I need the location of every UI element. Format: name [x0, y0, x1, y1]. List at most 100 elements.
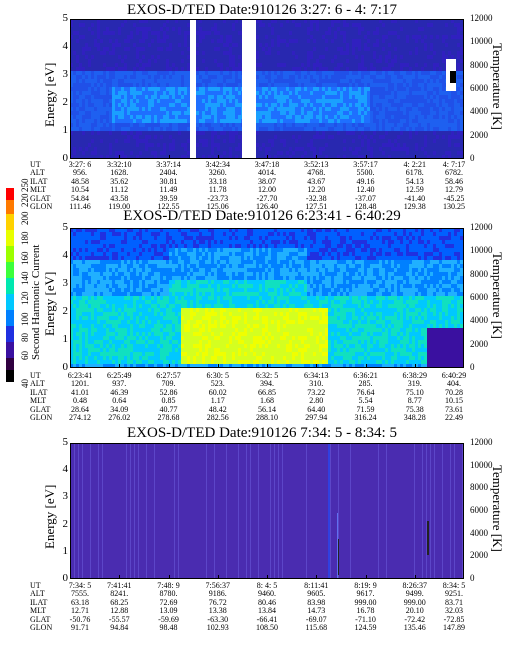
spectrogram-cell	[403, 55, 406, 59]
spectrogram-cell	[157, 103, 160, 107]
spectrogram-cell	[355, 119, 358, 123]
spectrogram-cell	[310, 151, 313, 155]
spectrogram-cell	[76, 264, 79, 268]
spectrogram-cell	[226, 71, 229, 75]
spectrogram-cell	[439, 39, 442, 43]
spectrogram-cell	[454, 123, 457, 127]
spectrogram-cell	[442, 39, 445, 43]
spectrogram-cell	[259, 123, 262, 127]
spectrogram-cell	[268, 155, 271, 159]
spectrogram-cell	[91, 71, 94, 75]
spectrogram-cell	[283, 107, 286, 111]
spectrogram-cell	[154, 99, 157, 103]
spectrogram-cell	[169, 143, 172, 147]
spectrogram-cell	[70, 340, 73, 344]
spectrogram-cell	[463, 67, 464, 71]
spectrogram-cell	[319, 43, 322, 47]
spectrogram-cell	[397, 87, 400, 91]
spectrogram-cell	[463, 135, 464, 139]
spectrogram-cell	[283, 119, 286, 123]
spectrogram-cell	[424, 119, 427, 123]
spectrogram-cell	[328, 151, 331, 155]
spectrogram-cell	[361, 47, 364, 51]
spectrogram-cell	[442, 115, 445, 119]
spectrogram-cell	[145, 63, 148, 67]
spectrogram-cell	[160, 123, 163, 127]
spectrogram-cell	[154, 127, 157, 131]
spectrogram-cell	[274, 103, 277, 107]
spectrogram-cell	[85, 292, 88, 296]
spectrogram-cell	[133, 39, 136, 43]
spectrogram-cell	[367, 43, 370, 47]
spectrogram-cell	[316, 143, 319, 147]
spectrogram-cell	[328, 39, 331, 43]
spectrogram-cell	[394, 79, 397, 83]
spectrogram-cell	[82, 143, 85, 147]
spectrogram-cell	[442, 143, 445, 147]
spectrogram-cell	[421, 79, 424, 83]
spectrogram-cell	[262, 143, 265, 147]
y-tick-label: 4	[62, 40, 69, 52]
spectrogram-cell	[259, 19, 262, 23]
spectrogram-cell	[439, 67, 442, 71]
spectrogram-cell	[337, 111, 340, 115]
spectrogram-cell	[367, 67, 370, 71]
spectrogram-cell	[298, 79, 301, 83]
spectrogram-cell	[142, 51, 145, 55]
spectrogram-cell	[70, 268, 73, 272]
spectrogram-cell	[355, 139, 358, 143]
spectrogram-cell	[346, 131, 349, 135]
spectrogram-cell	[319, 39, 322, 43]
spectrogram-cell	[319, 51, 322, 55]
spectrogram-cell	[79, 91, 82, 95]
spectrogram-cell	[310, 119, 313, 123]
spectrogram-cell	[277, 139, 280, 143]
spectrogram-cell	[199, 47, 202, 51]
spectrogram-cell	[340, 119, 343, 123]
spectrogram-cell	[367, 99, 370, 103]
spectrogram-cell	[457, 55, 460, 59]
spectrogram-cell	[289, 59, 292, 63]
spectrogram-cell	[238, 151, 241, 155]
spectrogram-cell	[400, 135, 403, 139]
spectrogram-cell	[154, 139, 157, 143]
spectrogram-cell	[367, 31, 370, 35]
spectrogram-cell	[406, 107, 409, 111]
spectrogram-cell	[82, 115, 85, 119]
spectrogram-cell	[304, 55, 307, 59]
spectrogram-cell	[367, 103, 370, 107]
spectrogram-cell	[91, 51, 94, 55]
spectrogram-cell	[127, 123, 130, 127]
spectrogram-cell	[151, 127, 154, 131]
spectrogram-cell	[433, 139, 436, 143]
spectrogram-cell	[181, 107, 184, 111]
spectrogram-cell	[334, 87, 337, 91]
spectrogram-cell	[445, 127, 448, 131]
spectrogram-cell	[280, 151, 283, 155]
spectrogram-cell	[424, 111, 427, 115]
spectrogram-cell	[136, 35, 139, 39]
spectrogram-cell	[121, 71, 124, 75]
spectrogram-cell	[376, 127, 379, 131]
spectrogram-cell	[163, 79, 166, 83]
spectrogram-cell	[325, 151, 328, 155]
spectrogram-cell	[88, 143, 91, 147]
spectrogram-cell	[340, 75, 343, 79]
spectrogram-cell	[358, 35, 361, 39]
spectrogram-cell	[199, 79, 202, 83]
spectrogram-cell	[301, 27, 304, 31]
spectrogram-cell	[238, 115, 241, 119]
spectrogram-cell	[463, 75, 464, 79]
spectrogram-cell	[379, 127, 382, 131]
spectrogram-cell	[346, 31, 349, 35]
spectrogram-cell	[187, 95, 190, 99]
spectrogram-cell	[442, 79, 445, 83]
spectrogram-cell	[220, 103, 223, 107]
spectrogram-cell	[331, 71, 334, 75]
spectrogram-cell	[379, 119, 382, 123]
spectrogram-cell	[424, 63, 427, 67]
spectrogram-cell	[427, 135, 430, 139]
spectrogram-cell	[259, 39, 262, 43]
spectrogram-cell	[439, 155, 442, 159]
spectrogram-cell	[436, 43, 439, 47]
